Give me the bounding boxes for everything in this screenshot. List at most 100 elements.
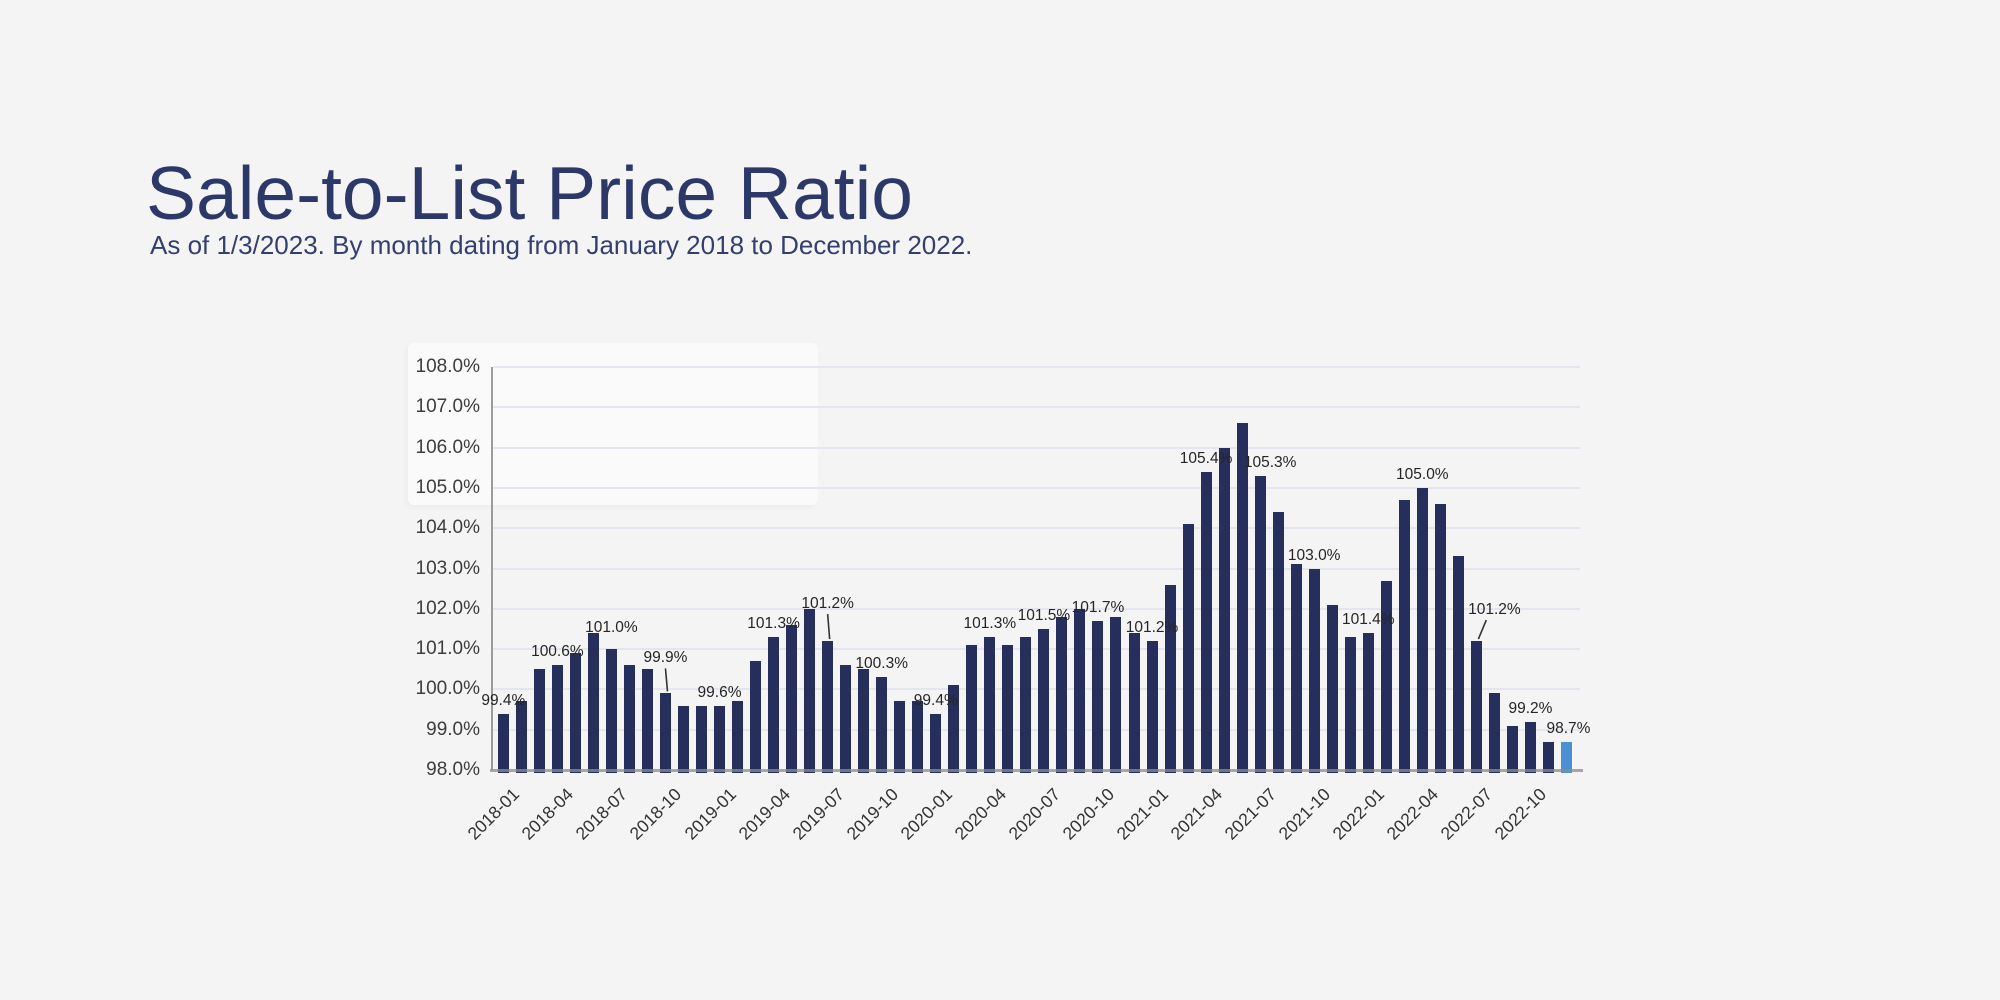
bar-2022-01 bbox=[1362, 632, 1374, 773]
bar-2020-02 bbox=[948, 685, 960, 773]
bar-2021-07 bbox=[1254, 475, 1266, 773]
data-label-2019-07: 101.2% bbox=[801, 595, 854, 613]
x-axis-line bbox=[490, 769, 1583, 772]
data-label-2018-10: 99.9% bbox=[643, 649, 688, 667]
y-axis-tick-label: 100.0% bbox=[415, 678, 480, 700]
bar-2019-06 bbox=[804, 608, 816, 773]
data-label-2022-07: 101.2% bbox=[1468, 601, 1521, 619]
data-label-2021-07: 105.3% bbox=[1243, 453, 1297, 471]
data-label-2020-10: 101.7% bbox=[1071, 598, 1125, 616]
bar-2018-03 bbox=[533, 669, 545, 773]
bar-2020-11 bbox=[1110, 616, 1122, 773]
bar-2022-10 bbox=[1524, 721, 1536, 773]
y-axis-tick-label: 104.0% bbox=[415, 517, 480, 539]
bar-2019-03 bbox=[750, 661, 762, 773]
data-label-2018-01: 99.4% bbox=[481, 691, 526, 709]
bar-2021-08 bbox=[1272, 512, 1284, 773]
y-axis-tick-label: 98.0% bbox=[426, 759, 480, 780]
bar-2018-01 bbox=[497, 713, 509, 773]
bar-2018-05 bbox=[569, 653, 581, 773]
y-axis-tick-label: 107.0% bbox=[415, 396, 480, 418]
bar-2018-09 bbox=[641, 669, 653, 773]
bar-2020-01 bbox=[930, 713, 942, 773]
bar-2022-05 bbox=[1434, 504, 1446, 773]
y-axis-tick-label: 101.0% bbox=[415, 638, 480, 660]
bar-2021-11 bbox=[1326, 604, 1338, 773]
bar-2019-10 bbox=[876, 677, 888, 773]
bar-2020-09 bbox=[1074, 608, 1086, 773]
gridline bbox=[493, 486, 1580, 489]
page-subtitle: As of 1/3/2023. By month dating from Jan… bbox=[150, 230, 973, 260]
leader-line-2019-07 bbox=[826, 613, 831, 640]
bar-2020-03 bbox=[966, 645, 978, 773]
gridline bbox=[493, 688, 1580, 691]
page-title: Sale-to-List Price Ratio bbox=[146, 151, 913, 236]
bar-2022-12 bbox=[1560, 741, 1572, 773]
bar-2018-06 bbox=[587, 632, 599, 773]
gridline bbox=[493, 648, 1580, 651]
data-label-2022-10: 99.2% bbox=[1508, 699, 1553, 717]
bar-2018-04 bbox=[551, 665, 563, 773]
bar-2021-04 bbox=[1200, 471, 1212, 773]
gridline bbox=[493, 607, 1580, 610]
bar-2018-08 bbox=[623, 665, 635, 773]
bar-2022-11 bbox=[1542, 741, 1554, 773]
data-label-2022-12: 98.7% bbox=[1546, 719, 1591, 737]
bar-2019-09 bbox=[858, 669, 870, 773]
bar-2020-08 bbox=[1056, 616, 1068, 773]
bar-2022-07 bbox=[1470, 641, 1482, 773]
bar-2018-11 bbox=[678, 705, 689, 773]
bar-2020-05 bbox=[1002, 645, 1014, 773]
data-label-2020-01: 99.4% bbox=[913, 691, 958, 709]
data-label-2021-04: 105.4% bbox=[1179, 449, 1233, 467]
bar-2022-06 bbox=[1452, 556, 1464, 773]
data-label-2018-07: 101.0% bbox=[585, 619, 638, 637]
y-axis-tick-label: 99.0% bbox=[426, 718, 480, 740]
data-label-2022-01: 101.4% bbox=[1341, 610, 1395, 628]
bar-2021-12 bbox=[1344, 637, 1356, 773]
bar-2021-06 bbox=[1236, 423, 1248, 773]
bar-2019-01 bbox=[714, 705, 726, 773]
y-axis-tick-label: 103.0% bbox=[415, 557, 480, 579]
gridline bbox=[493, 406, 1580, 409]
bar-2018-12 bbox=[696, 705, 708, 773]
bar-2019-08 bbox=[840, 665, 852, 773]
y-axis-tick-label: 108.0% bbox=[415, 356, 480, 377]
bar-2021-09 bbox=[1290, 564, 1302, 773]
gridline bbox=[493, 366, 1580, 368]
bar-2022-04 bbox=[1416, 487, 1428, 773]
leader-line-2022-07 bbox=[1477, 619, 1488, 640]
data-label-2020-04: 101.3% bbox=[963, 615, 1017, 632]
gridline bbox=[493, 728, 1580, 731]
data-label-2021-01: 101.2% bbox=[1125, 619, 1179, 637]
data-label-2018-04: 100.6% bbox=[531, 643, 584, 661]
bar-2021-10 bbox=[1308, 568, 1320, 773]
bar-2022-02 bbox=[1380, 580, 1392, 773]
bar-2022-03 bbox=[1398, 499, 1410, 773]
y-axis-tick-label: 105.0% bbox=[415, 476, 480, 498]
bar-2020-04 bbox=[984, 637, 996, 773]
y-axis-tick-label: 106.0% bbox=[415, 436, 480, 458]
chart-background-card bbox=[408, 343, 818, 505]
gridline bbox=[493, 446, 1580, 449]
bar-2020-07 bbox=[1038, 628, 1050, 773]
y-axis-line bbox=[491, 367, 493, 770]
bar-2021-03 bbox=[1182, 524, 1194, 773]
bar-2019-12 bbox=[912, 701, 924, 773]
bar-2018-02 bbox=[515, 701, 527, 773]
bar-2019-02 bbox=[732, 701, 744, 773]
gridline bbox=[493, 567, 1580, 570]
bar-2018-10 bbox=[659, 693, 671, 773]
bar-2019-07 bbox=[822, 641, 834, 773]
bar-2022-08 bbox=[1488, 693, 1500, 773]
bar-2020-12 bbox=[1128, 632, 1140, 773]
gridline bbox=[493, 527, 1580, 530]
y-axis-tick-label: 102.0% bbox=[415, 597, 480, 619]
bar-2019-05 bbox=[786, 624, 798, 773]
bar-2019-04 bbox=[768, 637, 780, 773]
data-label-2019-01: 99.6% bbox=[697, 683, 742, 701]
bar-2018-07 bbox=[605, 649, 617, 773]
bar-2022-09 bbox=[1506, 725, 1518, 773]
bar-2019-11 bbox=[894, 701, 906, 773]
